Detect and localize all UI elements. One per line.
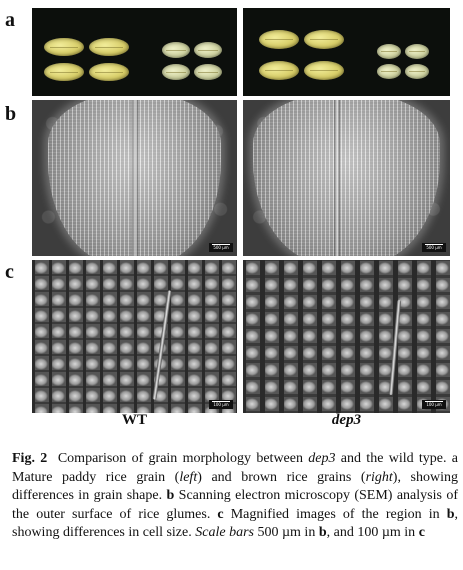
scale-bar: 500 µm [422,243,446,252]
caption-panel-ref: b [446,506,455,522]
paddy-grain [304,61,344,80]
brown-rice-grain [194,42,222,58]
brown-rice-grain [377,64,401,79]
caption-text: Scanning electron microscopy (SEM) analy… [12,488,458,522]
caption-text: ) and brown rice grains ( [197,469,366,485]
dep3-glume-sem: 500 µm [243,100,450,256]
paddy-grain [89,38,129,56]
paddy-grain [259,30,299,49]
column-label-dep3: dep3 [331,412,362,428]
paddy-grain [44,38,84,56]
caption-italic: left [179,469,198,485]
paddy-grain [304,30,344,49]
brown-rice-grain [162,64,190,80]
panel-label-c: c [5,261,14,283]
panel-label-b: b [5,103,17,125]
figure-caption: Fig. 2 Comparison of grain morphology be… [12,450,458,543]
caption-italic: right [365,469,393,485]
caption-text: 500 µm in [253,525,319,541]
paddy-grain [259,61,299,80]
dep3-grain-photo [243,8,450,96]
brown-rice-grain [405,64,429,79]
dep3-cell-sem: 100 µm [243,260,450,413]
brown-rice-grain [194,64,222,80]
caption-text: and the wild type. a Mature paddy rice g… [12,451,459,485]
scale-bar: 100 µm [209,400,233,409]
glume-seam [334,100,341,256]
scale-bar: 100 µm [422,400,446,409]
brown-rice-grain [162,42,190,58]
caption-text: ), showing differences in grain shape. [12,469,458,504]
caption-italic: Scale bars [195,525,254,541]
paddy-grain [44,63,84,81]
scale-bar: 500 µm [209,243,233,252]
glume-seam [131,100,138,256]
figure-number: Fig. 2 [12,451,48,466]
glume-surface [253,100,440,256]
caption-panel-ref: b [318,525,327,541]
caption-text: Magnified images of the region in [223,506,447,522]
glume-hair [152,290,172,400]
caption-text: Comparison of grain morphology between [57,451,309,466]
caption-text: , showing differences in cell size. [12,506,458,541]
brown-rice-grain [405,44,429,59]
brown-rice-grain [377,44,401,59]
wt-cell-sem: 100 µm [32,260,237,413]
paddy-grain [89,63,129,81]
caption-panel-ref: c [418,525,425,541]
caption-gene: dep3 [308,451,336,466]
wt-glume-sem: 500 µm [32,100,237,256]
caption-text: , and 100 µm in [326,525,419,541]
panel-label-a: a [5,9,15,31]
glume-surface [48,100,221,256]
column-label-wt: WT [121,412,147,428]
caption-panel-ref: b [166,488,175,504]
glume-hair [388,300,402,395]
wt-grain-photo [32,8,237,96]
caption-panel-ref: c [217,506,224,522]
